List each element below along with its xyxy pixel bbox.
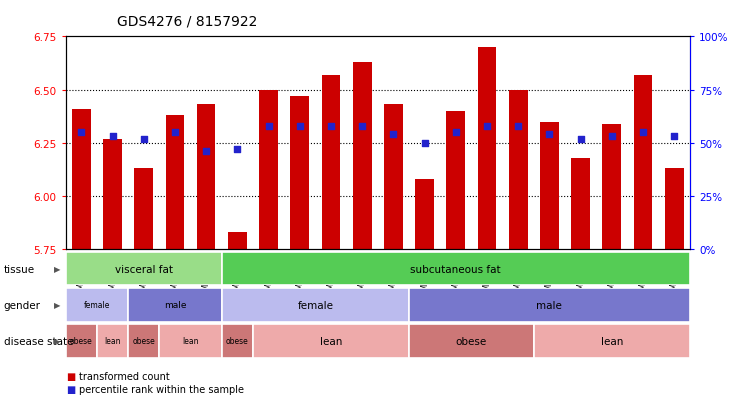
Point: [481, 123, 493, 130]
Text: ▶: ▶: [54, 300, 60, 309]
Text: percentile rank within the sample: percentile rank within the sample: [79, 384, 244, 394]
Point: [419, 140, 431, 147]
Bar: [197, 105, 215, 250]
Bar: [97, 324, 128, 358]
Point: [263, 123, 274, 130]
Point: [138, 136, 150, 142]
Bar: [128, 324, 159, 358]
Text: lean: lean: [320, 336, 342, 346]
Text: obese: obese: [132, 336, 155, 345]
Point: [388, 132, 399, 138]
Text: transformed count: transformed count: [79, 371, 169, 381]
Point: [544, 132, 556, 138]
Text: obese: obese: [456, 336, 487, 346]
Bar: [259, 90, 278, 250]
Point: [107, 134, 118, 140]
Bar: [66, 288, 128, 322]
Bar: [353, 63, 372, 250]
Bar: [222, 288, 409, 322]
Bar: [602, 124, 621, 250]
Text: obese: obese: [70, 336, 93, 345]
Bar: [540, 122, 558, 250]
Point: [75, 130, 87, 136]
Point: [169, 130, 181, 136]
Text: male: male: [537, 300, 562, 310]
Text: ▶: ▶: [54, 264, 60, 273]
Text: disease state: disease state: [4, 336, 73, 346]
Bar: [477, 48, 496, 250]
Point: [200, 149, 212, 155]
Bar: [253, 324, 409, 358]
Bar: [447, 112, 465, 250]
Bar: [66, 252, 222, 286]
Text: GDS4276 / 8157922: GDS4276 / 8157922: [117, 14, 257, 28]
Bar: [134, 169, 153, 250]
Bar: [322, 76, 340, 250]
Text: female: female: [84, 300, 110, 309]
Bar: [159, 324, 222, 358]
Point: [294, 123, 306, 130]
Bar: [572, 159, 590, 250]
Bar: [128, 288, 222, 322]
Bar: [534, 324, 690, 358]
Text: subcutaneous fat: subcutaneous fat: [410, 264, 501, 274]
Bar: [384, 105, 403, 250]
Point: [575, 136, 586, 142]
Point: [325, 123, 337, 130]
Bar: [228, 233, 247, 250]
Bar: [291, 97, 309, 250]
Text: ▶: ▶: [54, 336, 60, 345]
Text: obese: obese: [226, 336, 249, 345]
Text: lean: lean: [104, 336, 120, 345]
Text: lean: lean: [182, 336, 199, 345]
Text: ■: ■: [66, 384, 75, 394]
Text: lean: lean: [601, 336, 623, 346]
Bar: [222, 324, 253, 358]
Text: visceral fat: visceral fat: [115, 264, 173, 274]
Point: [606, 134, 618, 140]
Point: [669, 134, 680, 140]
Bar: [166, 116, 184, 250]
Point: [512, 123, 524, 130]
Bar: [634, 76, 653, 250]
Text: tissue: tissue: [4, 264, 35, 274]
Bar: [222, 252, 690, 286]
Bar: [509, 90, 528, 250]
Point: [356, 123, 368, 130]
Bar: [415, 180, 434, 250]
Bar: [409, 324, 534, 358]
Text: female: female: [297, 300, 334, 310]
Point: [637, 130, 649, 136]
Point: [231, 147, 243, 153]
Bar: [665, 169, 683, 250]
Bar: [409, 288, 690, 322]
Text: ■: ■: [66, 371, 75, 381]
Text: gender: gender: [4, 300, 41, 310]
Text: male: male: [164, 300, 186, 309]
Bar: [103, 139, 122, 250]
Bar: [66, 324, 97, 358]
Point: [450, 130, 461, 136]
Bar: [72, 109, 91, 250]
